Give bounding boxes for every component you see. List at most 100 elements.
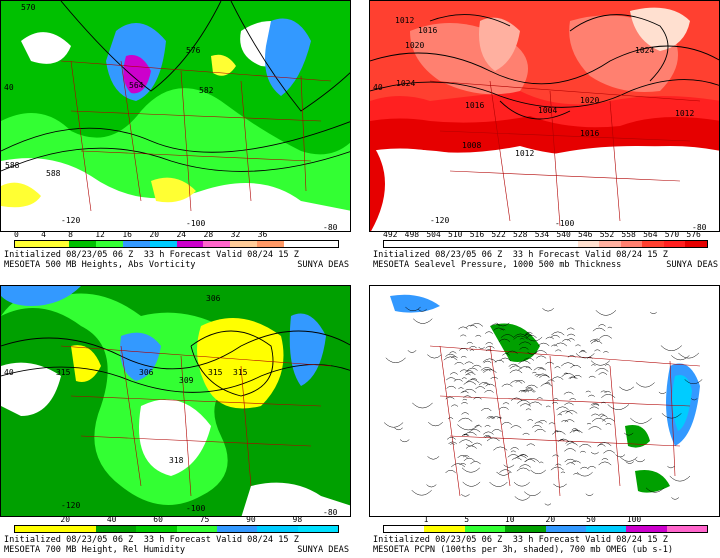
map-label: 315 [208, 368, 223, 377]
map-label: 1012 [395, 16, 415, 25]
map-label: 1016 [418, 26, 438, 35]
scale-swatch [284, 241, 312, 247]
scale-tick: 516 [469, 230, 485, 239]
scale-tick: 75 [199, 515, 210, 524]
scale-ticks: 20 40 60 75 90 98 [14, 515, 339, 525]
credit: SUNYA DEAS [297, 260, 349, 270]
scale-swatch [556, 241, 578, 247]
chart-title: MESOETA PCPN (100ths per 3h, shaded), 70… [373, 545, 674, 555]
scale-swatch [666, 526, 707, 532]
scale-tick: 90 [246, 515, 256, 524]
scale-swatch [427, 241, 449, 247]
map-label: 306 [139, 368, 154, 377]
init-line: Initialized 08/23/05 06 Z 33 h Forecast … [4, 250, 351, 260]
scale-ticks: 492 498 504 510 516 522 528 534 540 546 … [383, 230, 708, 240]
scale-swatch [620, 241, 643, 247]
init-text: Initialized 08/23/05 06 Z 33 h Forecast … [373, 535, 668, 545]
map-label: 1020 [580, 96, 600, 105]
map-label: 570 [21, 3, 36, 12]
scale-swatch [448, 241, 471, 247]
panel-slp-thickness: 1012 1016 1020 1024 1016 1024 1020 1012 … [369, 0, 720, 273]
map-label: -120 [61, 501, 81, 510]
scale-tick: 20 [545, 515, 556, 524]
map-label: -120 [61, 216, 81, 225]
color-scale [14, 240, 339, 248]
omega-contours [383, 306, 703, 506]
map-label: -120 [430, 216, 450, 225]
scale-tick: 534 [534, 230, 550, 239]
panel-precip-omega: 1 5 10 20 50 100 Initialized 08/23/05 06… [369, 285, 720, 558]
scale-swatch [257, 526, 298, 532]
scale-tick: 498 [404, 230, 420, 239]
scale-tick: 522 [491, 230, 506, 239]
scale-swatch [424, 526, 465, 532]
map-label: 1024 [396, 79, 416, 88]
map-slp-thickness: 1012 1016 1020 1024 1016 1024 1020 1012 … [369, 0, 720, 232]
scale-tick: 20 [149, 230, 160, 239]
scale-tick: 570 [664, 230, 680, 239]
init-line: Initialized 08/23/05 06 Z 33 h Forecast … [373, 535, 720, 545]
map-500mb-vorticity: 570 576 564 582 588 588 -120 -100 -80 40 [0, 0, 351, 232]
scale-tick [383, 515, 424, 525]
scale-swatch [136, 526, 177, 532]
scale-swatch [685, 241, 707, 247]
map-label: 1012 [675, 109, 695, 118]
scale-swatch [642, 241, 664, 247]
scale-tick: 1 [423, 515, 429, 524]
scale-tick: 16 [122, 230, 132, 239]
scale-tick: 32 [230, 230, 241, 239]
map-label: -80 [323, 508, 338, 517]
scale-tick [285, 230, 312, 240]
map-label: 588 [5, 161, 20, 170]
map-label: 1004 [538, 106, 558, 115]
scale-swatch [55, 526, 96, 532]
color-scale [14, 525, 339, 533]
scale-tick: 576 [686, 230, 701, 239]
panel-700mb-humidity: 306 315 309 306 315 315 318 -120 -100 -8… [0, 285, 351, 558]
scale-tick: 546 [578, 230, 593, 239]
scale-swatch [663, 241, 686, 247]
panel-500mb-vorticity: 570 576 564 582 588 588 -120 -100 -80 40… [0, 0, 351, 273]
scale-swatch [384, 526, 425, 532]
scale-swatch [230, 241, 258, 247]
scale-tick: 28 [203, 230, 214, 239]
map-label: 1016 [465, 101, 485, 110]
scale-swatch [15, 526, 56, 532]
map-label: 588 [46, 169, 61, 178]
scale-tick: 504 [426, 230, 441, 239]
scale-tick: 510 [448, 230, 463, 239]
scale-ticks: 0 4 8 12 16 20 24 28 32 36 [14, 230, 339, 240]
scale-swatch [68, 241, 96, 247]
scale-swatch [534, 241, 557, 247]
scale-tick: 5 [464, 515, 470, 524]
scale-tick [14, 515, 60, 525]
init-text: Initialized 08/23/05 06 Z 33 h Forecast … [4, 535, 299, 545]
scale-tick: 20 [60, 515, 71, 524]
scale-swatch [95, 526, 137, 532]
map-label: -80 [323, 223, 338, 232]
map-precip-omega [369, 285, 720, 517]
scale-tick: 0 [14, 230, 19, 239]
chart-title: MESOETA Sealevel Pressure, 1000 500 mb T… [373, 260, 622, 270]
credit: SUNYA DEAS [666, 260, 718, 270]
scale-swatch [149, 241, 177, 247]
map-label: 318 [169, 456, 184, 465]
map-label: 40 [4, 83, 14, 92]
scale-swatch [626, 526, 667, 532]
scale-swatch [95, 241, 123, 247]
map-label: 40 [373, 83, 383, 92]
map-label: -100 [186, 504, 206, 513]
scale-swatch [545, 526, 586, 532]
map-label: 1024 [635, 46, 655, 55]
scale-tick: 24 [176, 230, 187, 239]
scale-swatch [41, 241, 69, 247]
scale-tick: 60 [153, 515, 163, 524]
scale-tick: 8 [68, 230, 73, 239]
map-label: 1020 [405, 41, 425, 50]
scale-swatch [216, 526, 258, 532]
scale-tick: 10 [504, 515, 515, 524]
scale-swatch [470, 241, 492, 247]
map-label: -100 [555, 219, 575, 228]
scale-tick: 50 [586, 515, 596, 524]
scale-tick: 540 [556, 230, 571, 239]
